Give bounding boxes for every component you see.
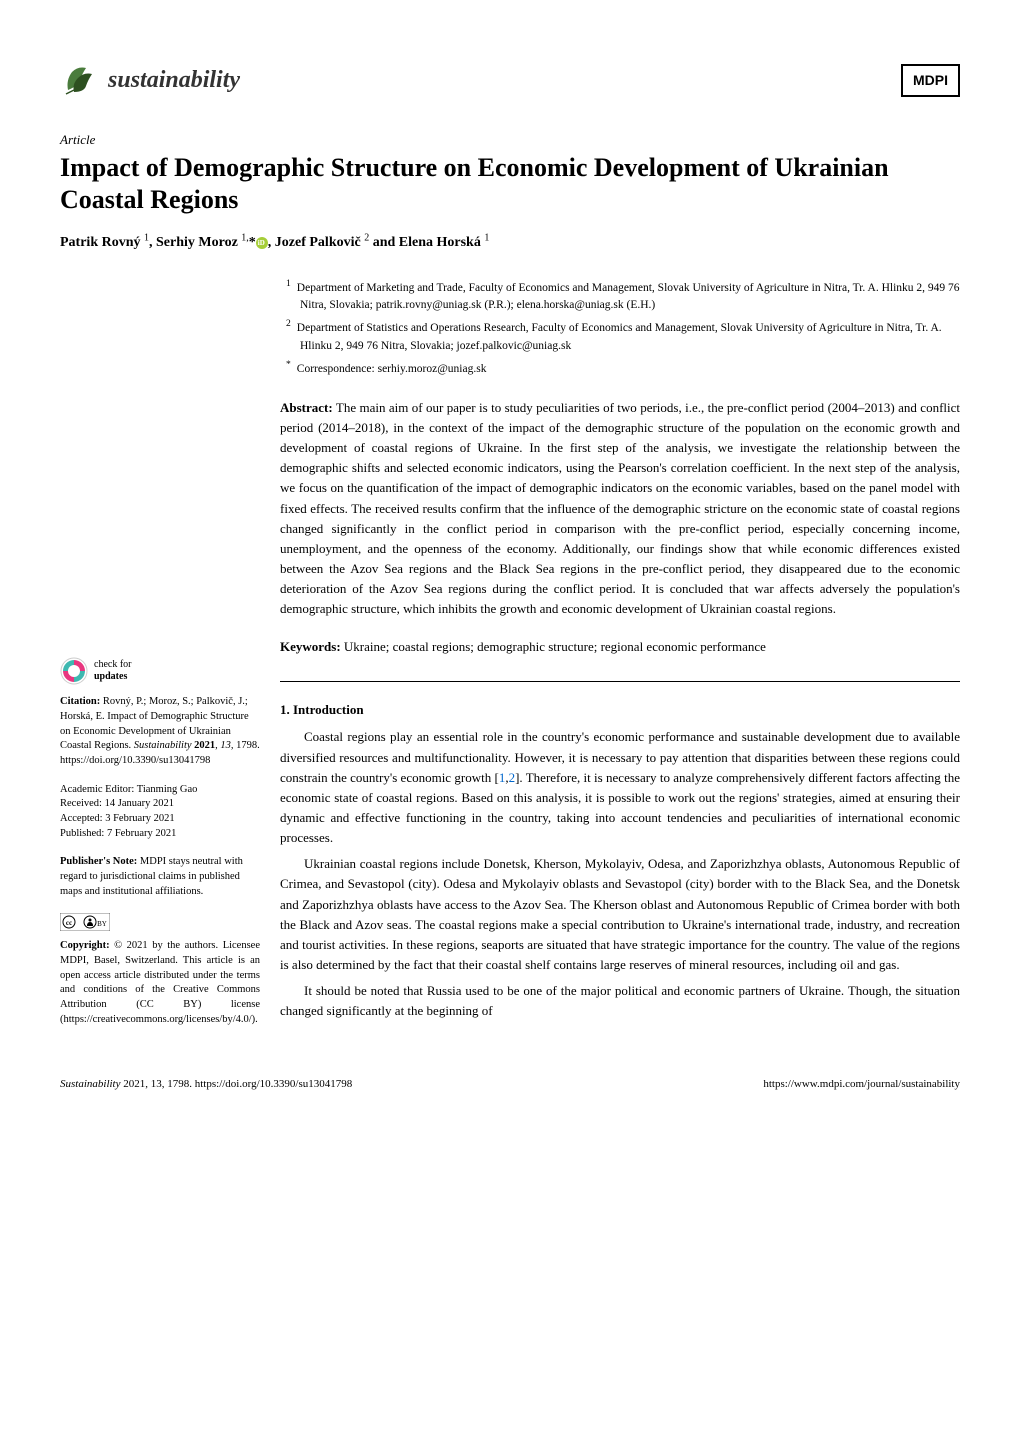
main-content: 1Department of Marketing and Trade, Facu… — [280, 277, 960, 1027]
editor-block: Academic Editor: Tianming Gao Received: … — [60, 783, 260, 842]
leaf-icon — [60, 60, 100, 100]
article-title: Impact of Demographic Structure on Econo… — [60, 152, 960, 217]
citation-journal: Sustainability — [134, 740, 192, 751]
cc-license-badge: cc BY — [60, 913, 260, 931]
keywords-text: Ukraine; coastal regions; demographic st… — [344, 639, 766, 654]
journal-logo: sustainability — [60, 60, 240, 100]
published-date: 7 February 2021 — [107, 828, 176, 839]
intro-para-3: It should be noted that Russia used to b… — [280, 981, 960, 1021]
footer-citation: 2021, 13, 1798. https://doi.org/10.3390/… — [121, 1078, 353, 1090]
footer-left: Sustainability 2021, 13, 1798. https://d… — [60, 1076, 352, 1093]
affiliation-1: 1Department of Marketing and Trade, Facu… — [300, 277, 960, 314]
svg-text:BY: BY — [97, 920, 107, 928]
received-label: Received: — [60, 798, 102, 809]
accepted-date: 3 February 2021 — [105, 813, 174, 824]
editor-name: Tianming Gao — [137, 784, 198, 795]
section-divider — [280, 681, 960, 682]
cc-icon: cc BY — [60, 913, 110, 931]
page-header: sustainability MDPI — [60, 60, 960, 100]
authors-line: Patrik Rovný 1, Serhiy Moroz 1,* , Jozef … — [60, 231, 960, 254]
citation-vol: , 13, — [215, 740, 233, 751]
published-label: Published: — [60, 828, 104, 839]
publisher-note-label: Publisher's Note: — [60, 856, 137, 867]
check-updates-text: check for updates — [94, 659, 131, 683]
check-for-label: check for — [94, 659, 131, 671]
intro-para-2: Ukrainian coastal regions include Donets… — [280, 854, 960, 975]
check-updates-badge[interactable]: check for updates — [60, 657, 260, 685]
author-rest: , Jozef Palkovič 2 and Elena Horská 1 — [268, 235, 490, 250]
orcid-icon — [256, 237, 268, 249]
copyright-block: Copyright: © 2021 by the authors. Licens… — [60, 939, 260, 1027]
keywords: Keywords: Ukraine; coastal regions; demo… — [280, 637, 960, 657]
received-date: 14 January 2021 — [105, 798, 174, 809]
copyright-label: Copyright: — [60, 940, 110, 951]
citation-block: Citation: Rovný, P.; Moroz, S.; Palkovič… — [60, 695, 260, 768]
affiliations: 1Department of Marketing and Trade, Facu… — [280, 277, 960, 378]
intro-para-1: Coastal regions play an essential role i… — [280, 727, 960, 848]
check-updates-icon — [60, 657, 88, 685]
publisher-note: Publisher's Note: MDPI stays neutral wit… — [60, 855, 260, 899]
keywords-label: Keywords: — [280, 639, 341, 654]
citation-label: Citation: — [60, 696, 100, 707]
page-footer: Sustainability 2021, 13, 1798. https://d… — [60, 1068, 960, 1093]
accepted-label: Accepted: — [60, 813, 103, 824]
abstract-label: Abstract: — [280, 400, 333, 415]
author-1: Patrik Rovný 1, Serhiy Moroz 1,* — [60, 235, 256, 250]
article-type: Article — [60, 130, 960, 150]
svg-text:cc: cc — [66, 919, 72, 927]
editor-label: Academic Editor: — [60, 784, 134, 795]
footer-right: https://www.mdpi.com/journal/sustainabil… — [763, 1076, 960, 1093]
citation-page: 1798. — [234, 740, 260, 751]
affiliation-2: 2Department of Statistics and Operations… — [300, 317, 960, 354]
citation-doi: https://doi.org/10.3390/su13041798 — [60, 754, 260, 769]
affiliation-corr: *Correspondence: serhiy.moroz@uniag.sk — [300, 358, 960, 378]
journal-name: sustainability — [108, 62, 240, 98]
abstract: Abstract: The main aim of our paper is t… — [280, 398, 960, 620]
abstract-text: The main aim of our paper is to study pe… — [280, 400, 960, 616]
content-area: check for updates Citation: Rovný, P.; M… — [60, 277, 960, 1027]
section-1-title: 1. Introduction — [280, 700, 960, 720]
copyright-text: © 2021 by the authors. Licensee MDPI, Ba… — [60, 940, 260, 1024]
citation-year: 2021 — [192, 740, 216, 751]
sidebar: check for updates Citation: Rovný, P.; M… — [60, 277, 260, 1027]
sidebar-spacer — [60, 277, 260, 657]
footer-journal: Sustainability — [60, 1078, 121, 1090]
mdpi-logo: MDPI — [901, 64, 960, 97]
updates-label: updates — [94, 671, 131, 683]
